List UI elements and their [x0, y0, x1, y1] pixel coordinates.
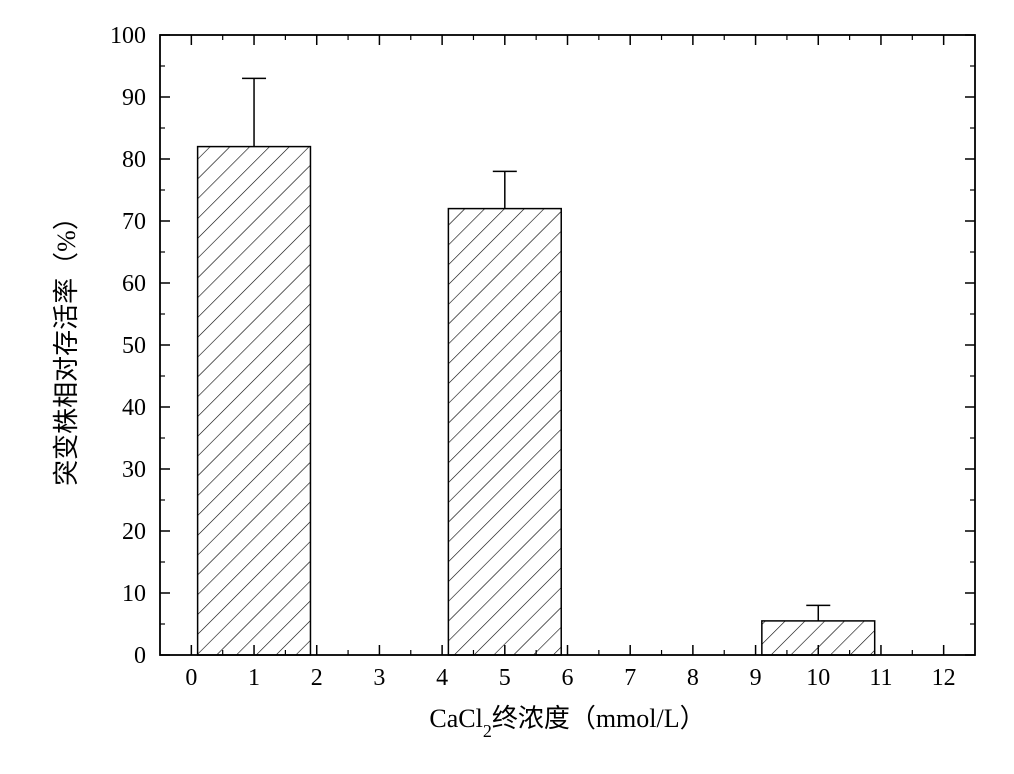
bar-1	[448, 209, 561, 655]
x-tick-label-7: 7	[624, 665, 636, 691]
x-tick-label-6: 6	[562, 665, 574, 691]
x-tick-label-3: 3	[373, 665, 385, 691]
y-tick-label-0: 0	[134, 643, 146, 669]
x-tick-label-2: 2	[311, 665, 323, 691]
y-tick-label-2: 20	[122, 519, 146, 545]
y-tick-label-9: 90	[122, 85, 146, 111]
x-tick-label-9: 9	[750, 665, 762, 691]
x-tick-label-5: 5	[499, 665, 511, 691]
x-tick-label-4: 4	[436, 665, 448, 691]
bar-0	[198, 147, 311, 655]
x-tick-label-12: 12	[932, 665, 956, 691]
y-tick-label-10: 100	[110, 23, 146, 49]
y-tick-label-5: 50	[122, 333, 146, 359]
y-tick-label-8: 80	[122, 147, 146, 173]
chart-container: 01234567891011120102030405060708090100Ca…	[0, 0, 1014, 774]
y-tick-label-4: 40	[122, 395, 146, 421]
y-tick-label-3: 30	[122, 457, 146, 483]
bar-chart: 01234567891011120102030405060708090100Ca…	[0, 0, 1014, 774]
x-tick-label-10: 10	[806, 665, 830, 691]
x-tick-label-1: 1	[248, 665, 260, 691]
y-tick-label-7: 70	[122, 209, 146, 235]
x-tick-label-8: 8	[687, 665, 699, 691]
y-axis-label: 突变株相对存活率（%）	[52, 204, 81, 486]
x-tick-label-0: 0	[185, 665, 197, 691]
y-tick-label-6: 60	[122, 271, 146, 297]
x-tick-label-11: 11	[869, 665, 892, 691]
y-tick-label-1: 10	[122, 581, 146, 607]
